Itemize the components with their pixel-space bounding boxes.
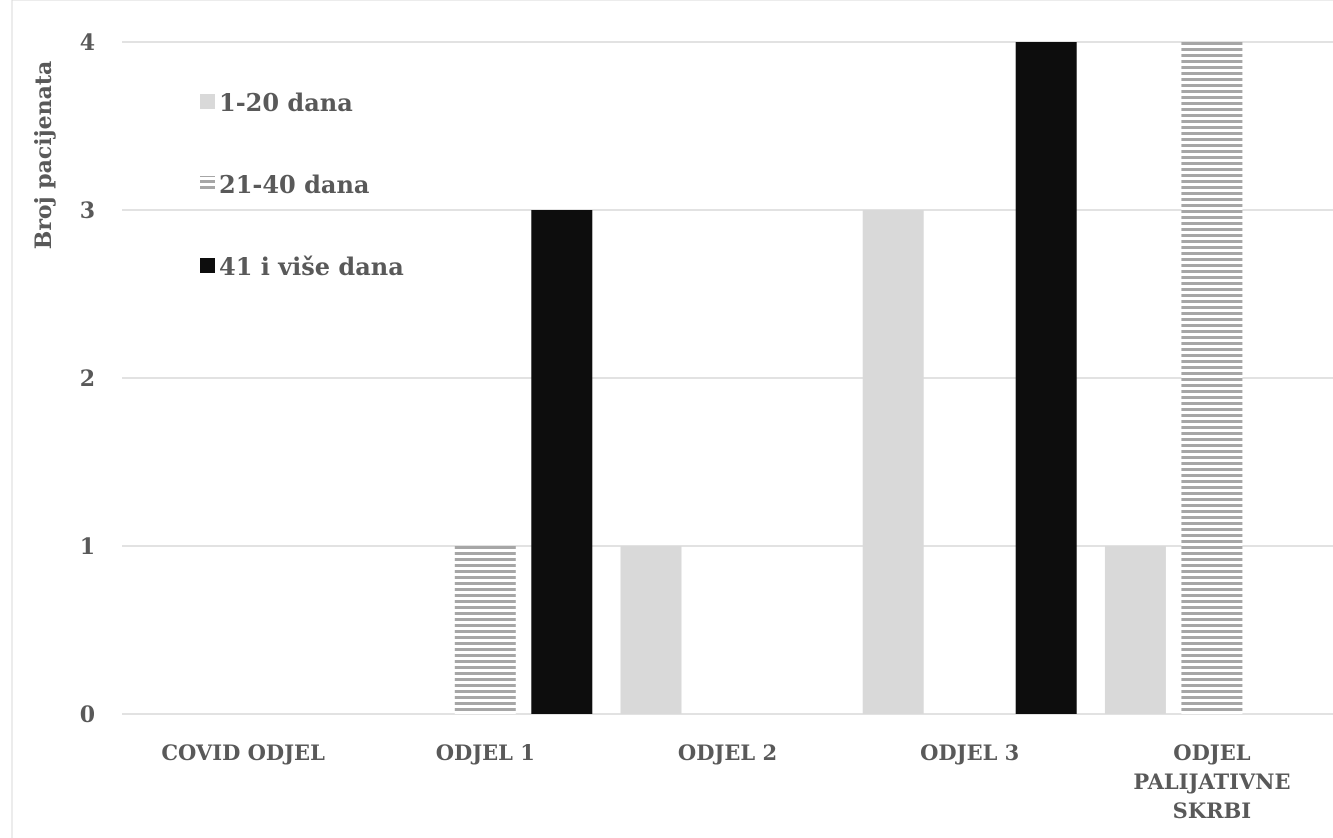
legend-swatch bbox=[200, 94, 215, 109]
x-category-label: ODJEL bbox=[1173, 740, 1250, 765]
legend: 1-20 dana 21-40 dana 41 i više dana bbox=[200, 88, 404, 281]
x-category-label: COVID ODJEL bbox=[161, 740, 325, 765]
bar bbox=[454, 546, 516, 714]
x-category-label: SKRBI bbox=[1173, 798, 1251, 823]
bar bbox=[1015, 42, 1077, 714]
y-axis-title: Broj pacijenata bbox=[31, 61, 57, 250]
y-tick-label: 2 bbox=[80, 366, 95, 392]
y-tick-label: 0 bbox=[80, 702, 95, 728]
legend-label: 1-20 dana bbox=[219, 88, 353, 117]
x-category-label: ODJEL 1 bbox=[436, 740, 535, 765]
bar bbox=[1104, 546, 1166, 714]
x-category-label: PALIJATIVNE bbox=[1133, 769, 1290, 794]
chart-frame bbox=[11, 0, 1333, 838]
x-axis-categories: COVID ODJEL ODJEL 1 ODJEL 2 ODJEL 3 ODJEL PAL… bbox=[161, 740, 1290, 823]
y-tick-label: 1 bbox=[80, 534, 95, 560]
legend-swatch bbox=[200, 176, 215, 191]
x-category-label: ODJEL 2 bbox=[678, 740, 777, 765]
legend-label: 41 i više dana bbox=[219, 252, 404, 281]
y-axis-ticks: 0 1 2 3 4 bbox=[80, 30, 95, 728]
y-tick-label: 3 bbox=[80, 198, 95, 224]
bar bbox=[1181, 42, 1243, 714]
bar bbox=[531, 210, 593, 714]
bar bbox=[862, 210, 924, 714]
legend-label: 21-40 dana bbox=[219, 170, 369, 199]
bars bbox=[454, 42, 1243, 714]
legend-swatch bbox=[200, 258, 215, 273]
y-tick-label: 4 bbox=[80, 30, 95, 56]
x-category-label: ODJEL 3 bbox=[920, 740, 1019, 765]
bar bbox=[620, 546, 682, 714]
